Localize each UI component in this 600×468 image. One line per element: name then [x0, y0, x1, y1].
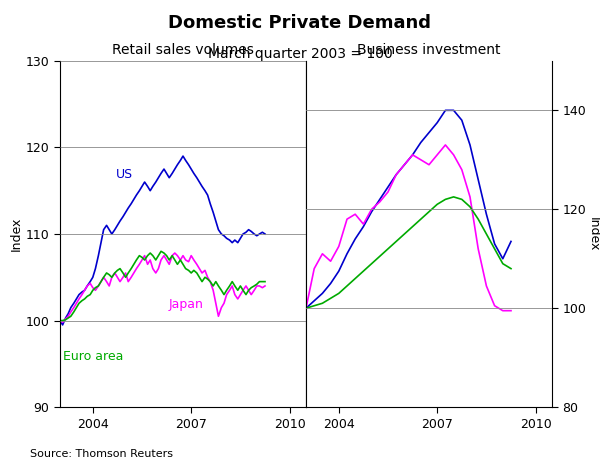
Title: Retail sales volumes: Retail sales volumes — [112, 43, 254, 57]
Title: Business investment: Business investment — [357, 43, 501, 57]
Y-axis label: Index: Index — [10, 217, 23, 251]
Text: Euro area: Euro area — [63, 350, 124, 363]
Text: March quarter 2003 = 100: March quarter 2003 = 100 — [208, 47, 392, 61]
Text: Source: Thomson Reuters: Source: Thomson Reuters — [30, 449, 173, 459]
Y-axis label: Index: Index — [587, 217, 600, 251]
Text: US: US — [116, 168, 133, 181]
Text: Domestic Private Demand: Domestic Private Demand — [169, 14, 431, 32]
Text: Japan: Japan — [168, 298, 203, 311]
